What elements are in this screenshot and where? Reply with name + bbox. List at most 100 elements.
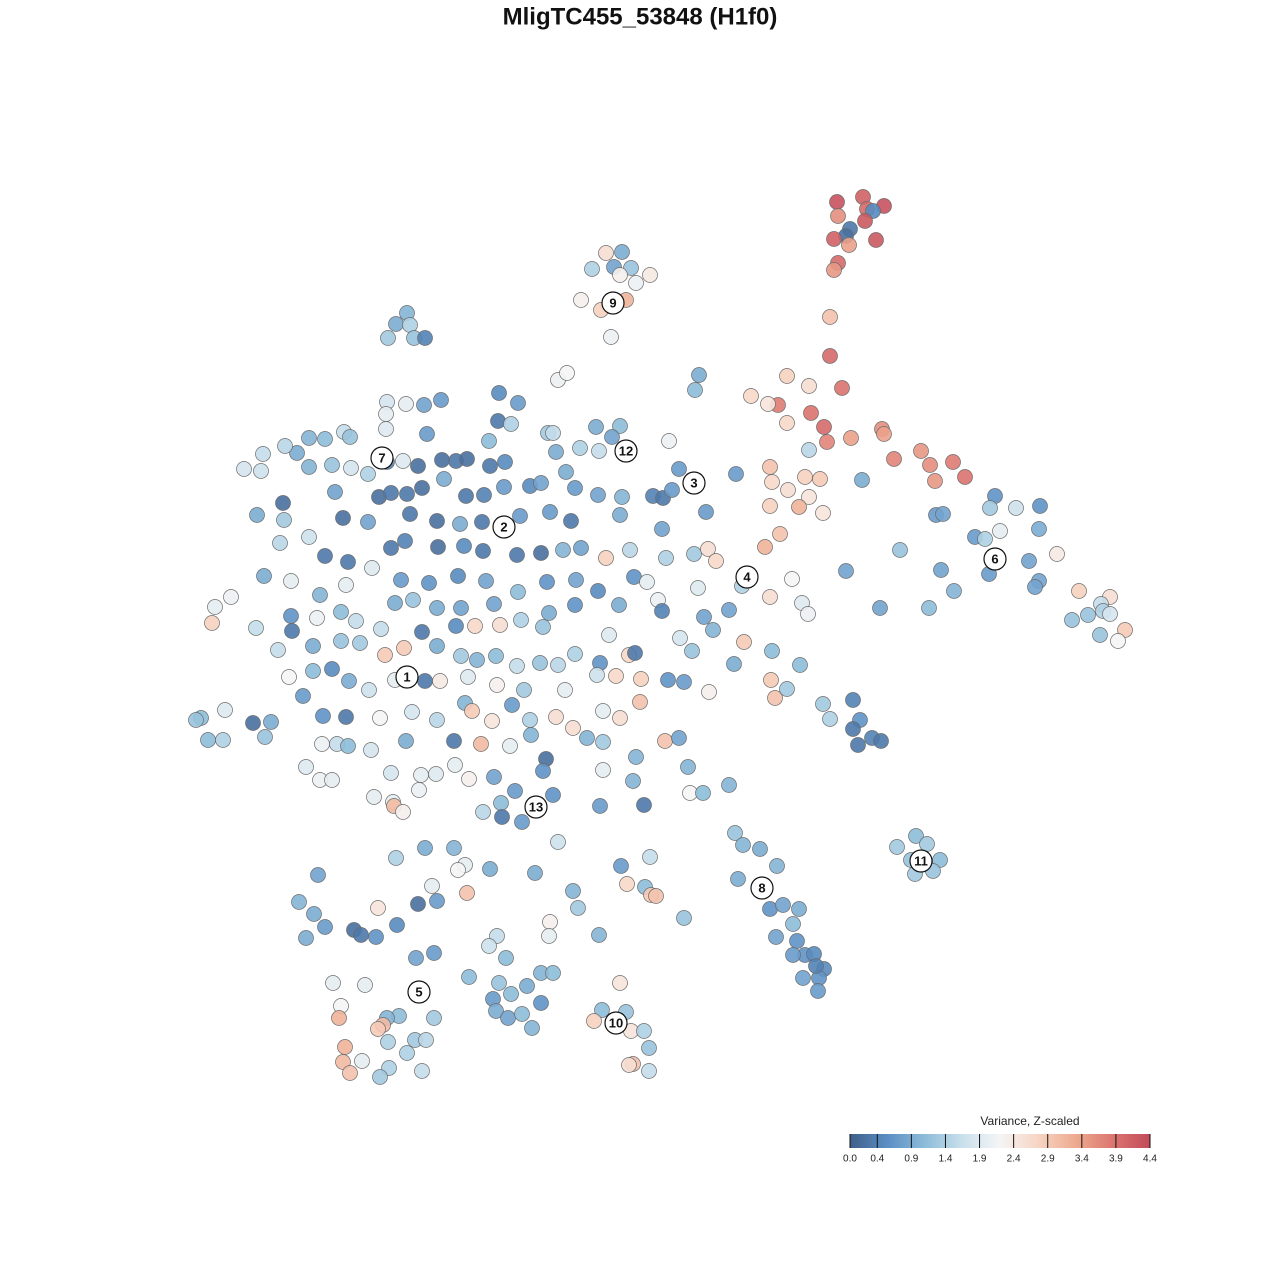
point [491,385,507,401]
point [305,663,321,679]
point [826,231,842,247]
point [838,563,854,579]
cluster-label: 7 [378,450,385,465]
point [548,444,564,460]
point [819,434,835,450]
point [822,711,838,727]
point [456,538,472,554]
point [791,499,807,515]
point [331,1010,347,1026]
point [857,213,873,229]
point [567,597,583,613]
point [642,849,658,865]
point [559,365,575,381]
point [535,619,551,635]
point [429,893,445,909]
point [248,620,264,636]
point [841,237,857,253]
point [757,539,773,555]
point [368,929,384,945]
point [497,454,513,470]
point [565,883,581,899]
point [826,262,842,278]
point [641,1040,657,1056]
point [301,459,317,475]
point [249,507,265,523]
point [614,489,630,505]
point [310,867,326,883]
point [982,500,998,516]
point [383,540,399,556]
point [256,568,272,584]
cluster-label: 2 [500,519,507,534]
colorbar-title: Variance, Z-scaled [980,1114,1079,1128]
point [672,630,688,646]
point [779,681,795,697]
point [784,571,800,587]
point [475,543,491,559]
point [372,1069,388,1085]
point [360,466,376,482]
point [705,622,721,638]
point [207,599,223,615]
point [886,451,902,467]
point [619,876,635,892]
point [545,787,561,803]
point [317,548,333,564]
point [467,618,483,634]
point [558,464,574,480]
point [447,757,463,773]
point [284,623,300,639]
point [1021,553,1037,569]
point [801,378,817,394]
point [270,642,286,658]
point [573,292,589,308]
point [822,309,838,325]
point [568,572,584,588]
point [481,938,497,954]
point [503,416,519,432]
point [507,783,523,799]
point [519,978,535,994]
point [398,396,414,412]
point [473,736,489,752]
point [453,600,469,616]
point [352,635,368,651]
cluster-badge [604,1011,628,1035]
point [654,603,670,619]
point [340,738,356,754]
point [314,736,330,752]
point [797,469,813,485]
point [426,1010,442,1026]
point [700,541,716,557]
point [660,672,676,688]
point [516,682,532,698]
point [625,773,641,789]
point [378,406,394,422]
point [215,732,231,748]
point [812,471,828,487]
point [404,704,420,720]
point [348,613,364,629]
point [721,602,737,618]
point [671,730,687,746]
cluster-label: 11 [914,853,928,868]
point [306,906,322,922]
point [595,762,611,778]
point [389,917,405,933]
point [815,505,831,521]
point [595,703,611,719]
point [579,730,595,746]
point [335,510,351,526]
point [277,438,293,454]
point [410,896,426,912]
point [434,452,450,468]
point [236,461,252,477]
point [523,727,539,743]
point [493,795,509,811]
point [255,446,271,462]
point [612,975,628,991]
point [868,232,884,248]
point [680,759,696,775]
point [545,965,561,981]
